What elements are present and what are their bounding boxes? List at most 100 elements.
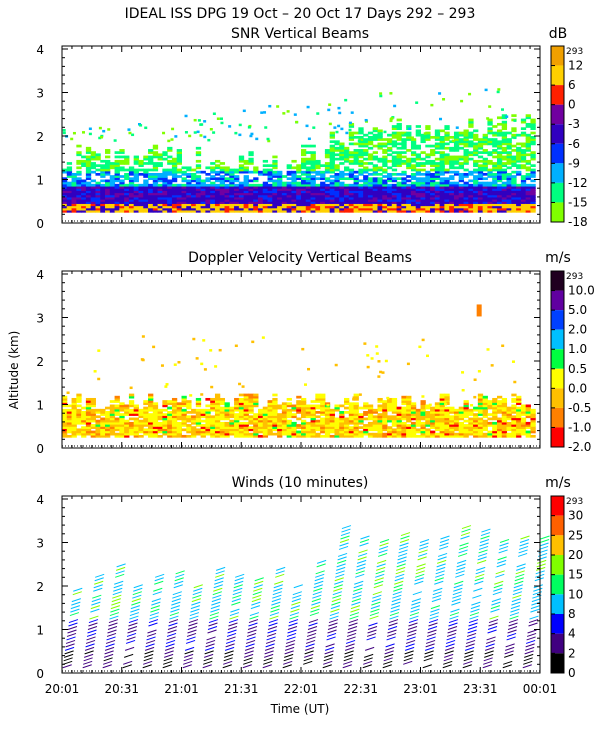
doppler-cell (214, 426, 221, 429)
snr-cell (85, 186, 92, 189)
snr-cell (238, 188, 245, 191)
snr-cell (363, 177, 369, 181)
wind-barb (225, 643, 235, 648)
snr-cell (511, 205, 517, 209)
doppler-cell (243, 434, 249, 438)
snr-cell (516, 157, 522, 161)
snr-cell (525, 144, 531, 148)
doppler-cell (100, 421, 106, 425)
doppler-cell (506, 432, 512, 436)
wind-barb (130, 608, 140, 613)
doppler-cell (377, 408, 383, 412)
doppler-cell (277, 404, 283, 408)
snr-cell (214, 170, 221, 174)
snr-cell (344, 177, 350, 181)
snr-cell (453, 201, 460, 204)
wind-barb (327, 629, 337, 634)
snr-cell (415, 157, 421, 161)
doppler-cell (157, 428, 163, 432)
doppler-cell (301, 432, 307, 436)
snr-cell (320, 192, 326, 196)
doppler-cell (353, 428, 359, 432)
snr-cell (248, 157, 254, 161)
doppler-cell (506, 434, 512, 438)
snr-cell (377, 146, 383, 150)
doppler-cell (210, 406, 216, 410)
snr-cell (468, 194, 474, 198)
snr-cell (329, 192, 335, 196)
snr-cell (358, 183, 364, 187)
doppler-cell (167, 419, 173, 423)
snr-cell (348, 125, 355, 128)
snr-cell (329, 188, 335, 191)
snr-cell (377, 196, 383, 200)
snr-cell (210, 190, 216, 194)
snr-cell (162, 186, 168, 189)
wind-barb (358, 549, 368, 554)
doppler-cell (66, 404, 73, 408)
snr-cell (520, 142, 527, 146)
snr-cell (71, 188, 77, 191)
doppler-cell (492, 428, 498, 432)
doppler-cell (229, 430, 235, 434)
snr-cell (377, 203, 383, 207)
doppler-cell (66, 426, 73, 429)
snr-cell (171, 188, 178, 191)
doppler-cell (410, 415, 417, 419)
doppler-cell (401, 408, 407, 412)
snr-cell (439, 159, 445, 163)
doppler-cell (434, 415, 441, 419)
snr-cell (425, 194, 431, 198)
snr-cell (492, 168, 498, 172)
doppler-cell (90, 400, 96, 403)
snr-cell (516, 172, 522, 176)
wind-barb (205, 639, 216, 644)
doppler-cell (95, 434, 101, 438)
doppler-cell (181, 404, 187, 408)
snr-cell (205, 196, 211, 200)
snr-cell (119, 155, 125, 159)
doppler-cell (324, 434, 331, 438)
doppler-cell (496, 428, 503, 432)
wind-barb (82, 664, 92, 669)
doppler-cell (410, 408, 417, 412)
doppler-cell (434, 432, 441, 436)
snr-cell (420, 203, 426, 207)
doppler-cell (176, 428, 182, 432)
doppler-cell (377, 415, 383, 419)
doppler-cell (482, 413, 488, 416)
snr-cell (334, 179, 340, 183)
doppler-cell (100, 430, 106, 434)
doppler-cell (358, 432, 364, 436)
snr-cell (496, 170, 503, 174)
snr-cell (224, 194, 230, 198)
figure-title: IDEAL ISS DPG 19 Oct – 20 Oct 17 Days 29… (125, 6, 476, 22)
snr-cell (353, 162, 359, 165)
doppler-cell (76, 432, 82, 436)
snr-cell (530, 131, 536, 135)
doppler-cell (81, 421, 87, 425)
snr-cell (248, 151, 254, 154)
snr-cell (501, 162, 508, 165)
doppler-cell (85, 402, 92, 406)
snr-cell (430, 162, 436, 165)
snr-cell (85, 190, 92, 194)
snr-cell (453, 186, 460, 189)
snr-cell (367, 209, 374, 213)
doppler-cell (95, 419, 101, 423)
doppler-cell (301, 406, 307, 410)
snr-cell (520, 183, 527, 187)
doppler-cell (391, 424, 398, 427)
snr-cell (396, 118, 402, 122)
snr-cell (520, 177, 527, 181)
snr-cell (353, 203, 359, 207)
wind-barb (272, 591, 282, 596)
doppler-cell (62, 395, 68, 399)
snr-cell (200, 192, 206, 196)
doppler-cell (492, 417, 498, 421)
snr-cell (477, 172, 484, 176)
snr-cell (286, 207, 292, 211)
snr-cell (76, 183, 82, 187)
snr-cell (128, 186, 135, 189)
snr-cell (257, 207, 264, 211)
